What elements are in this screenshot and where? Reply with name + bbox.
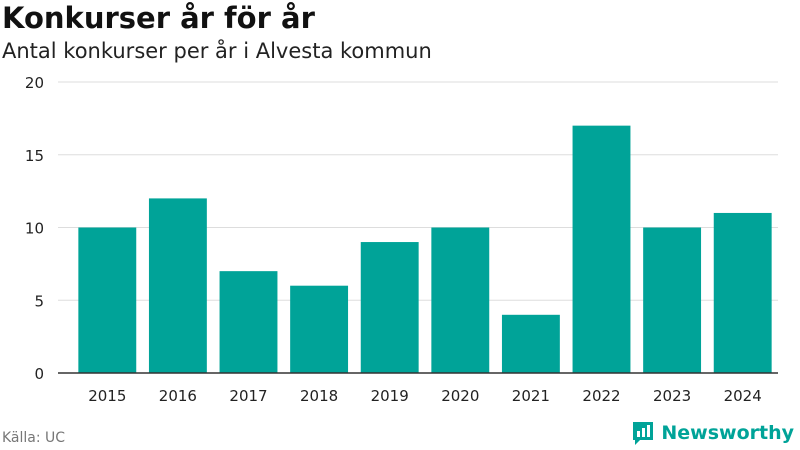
x-tick-label: 2017 [229,387,267,405]
x-tick-label: 2024 [724,387,762,405]
newsworthy-logo-icon [633,422,654,445]
y-tick-label: 20 [25,74,44,92]
x-tick-label: 2021 [512,387,550,405]
bar [501,314,560,373]
bar [219,271,278,373]
bar [643,227,702,373]
bar [290,285,349,373]
x-tick-label: 2022 [582,387,620,405]
bar-chart: 0 5 10 15 20 2015 2016 2017 2018 2019 2020 2021 2022… [25,74,778,405]
brand-logo: Newsworthy [631,420,794,446]
chart-title: Konkurser år för år [2,1,315,35]
x-tick-label: 2023 [653,387,691,405]
bar [431,227,490,373]
y-tick-label: 10 [25,220,44,238]
x-tick-label: 2018 [300,387,338,405]
y-tick-label: 15 [25,147,44,165]
source-note: Källa: UC [2,430,66,446]
y-tick-label: 0 [34,365,44,383]
bar [78,227,137,373]
bar [572,125,631,374]
brand-name: Newsworthy [661,422,794,444]
x-tick-label: 2015 [88,387,126,405]
x-tick-label: 2019 [371,387,409,405]
bar [360,242,419,373]
y-tick-label: 5 [34,292,44,310]
x-tick-label: 2020 [441,387,479,405]
x-tick-label: 2016 [159,387,197,405]
chart-subtitle: Antal konkurser per år i Alvesta kommun [2,39,432,63]
bar [148,198,207,373]
bar [713,212,772,373]
